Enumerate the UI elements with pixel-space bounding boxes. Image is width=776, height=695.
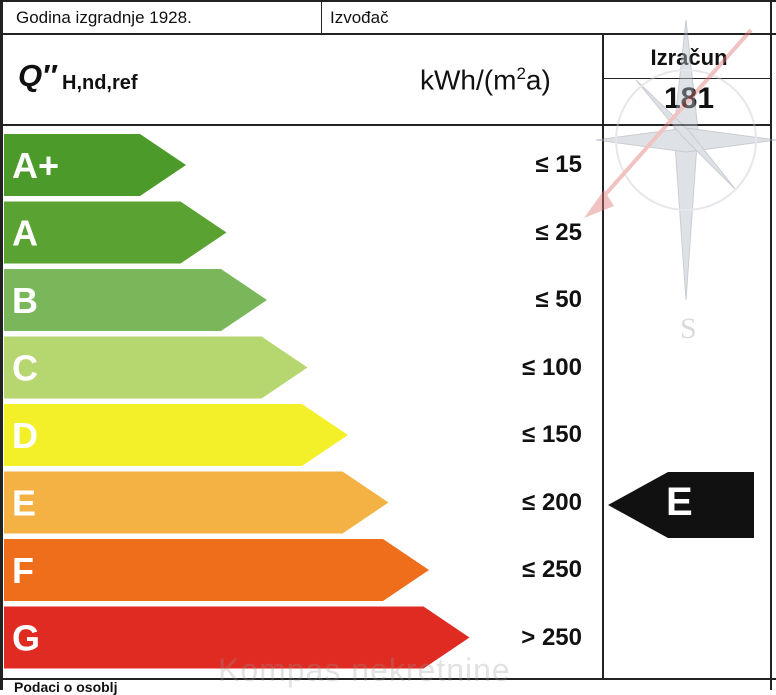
unit-suffix: a) bbox=[525, 64, 551, 96]
construction-year: Godina izgradnje 1928. bbox=[16, 8, 192, 27]
unit-exponent: 2 bbox=[516, 64, 526, 83]
energy-class-letter: F bbox=[12, 550, 34, 591]
compass-rose-icon: S bbox=[584, 19, 776, 345]
energy-class-threshold: ≤ 25 bbox=[535, 218, 582, 246]
energy-class-letter: A+ bbox=[12, 145, 59, 186]
bottom-divider bbox=[0, 678, 776, 680]
energy-class-threshold: > 250 bbox=[521, 623, 582, 651]
energy-class-arrow-a bbox=[4, 201, 227, 264]
energy-class-threshold: ≤ 200 bbox=[522, 488, 582, 516]
energy-class-letter: A bbox=[12, 213, 38, 254]
energy-class-letter: C bbox=[12, 348, 38, 389]
metric-symbol: Q″ bbox=[18, 58, 56, 93]
top-border bbox=[0, 0, 776, 2]
current-class-label: E bbox=[666, 480, 693, 524]
energy-class-arrow-b bbox=[4, 269, 267, 331]
energy-class-letter: B bbox=[12, 280, 38, 321]
energy-class-arrow-e bbox=[4, 471, 389, 534]
energy-class-threshold: ≤ 15 bbox=[535, 151, 582, 178]
energy-class-letter: E bbox=[12, 483, 36, 524]
energy-class-threshold: ≤ 150 bbox=[522, 421, 582, 448]
energy-class-threshold: ≤ 100 bbox=[522, 353, 582, 381]
header-divider bbox=[0, 33, 776, 35]
left-border bbox=[0, 0, 3, 690]
calc-header-divider bbox=[602, 78, 772, 79]
energy-class-letter: G bbox=[12, 618, 40, 659]
calc-column-divider bbox=[602, 34, 604, 680]
energy-class-threshold: ≤ 50 bbox=[535, 286, 582, 313]
metric-unit: kWh/(m2a) bbox=[420, 64, 551, 96]
current-class-indicator bbox=[608, 472, 754, 538]
energy-class-arrow-a-plus bbox=[4, 134, 186, 196]
calculation-label: Izračun bbox=[604, 45, 774, 71]
energy-class-threshold: ≤ 250 bbox=[522, 556, 582, 583]
energy-class-arrow-d bbox=[4, 404, 348, 466]
metric-subscript: H,nd,ref bbox=[62, 72, 138, 94]
unit-prefix: kWh/(m bbox=[420, 64, 517, 96]
energy-class-letter: D bbox=[12, 415, 38, 456]
header-col-divider bbox=[321, 0, 322, 34]
energy-class-arrow-c bbox=[4, 336, 308, 399]
right-border bbox=[770, 0, 772, 690]
watermark: Kompas nekretnine bbox=[218, 652, 511, 688]
footer-heading: Podaci o osoblj bbox=[14, 679, 118, 695]
energy-class-arrow-g bbox=[4, 606, 470, 669]
contractor-label: Izvođač bbox=[330, 8, 389, 27]
metric-row-divider bbox=[0, 124, 772, 126]
energy-class-arrow-f bbox=[4, 539, 429, 601]
compass-s-letter: S bbox=[680, 312, 697, 345]
calculation-value: 181 bbox=[604, 82, 774, 116]
